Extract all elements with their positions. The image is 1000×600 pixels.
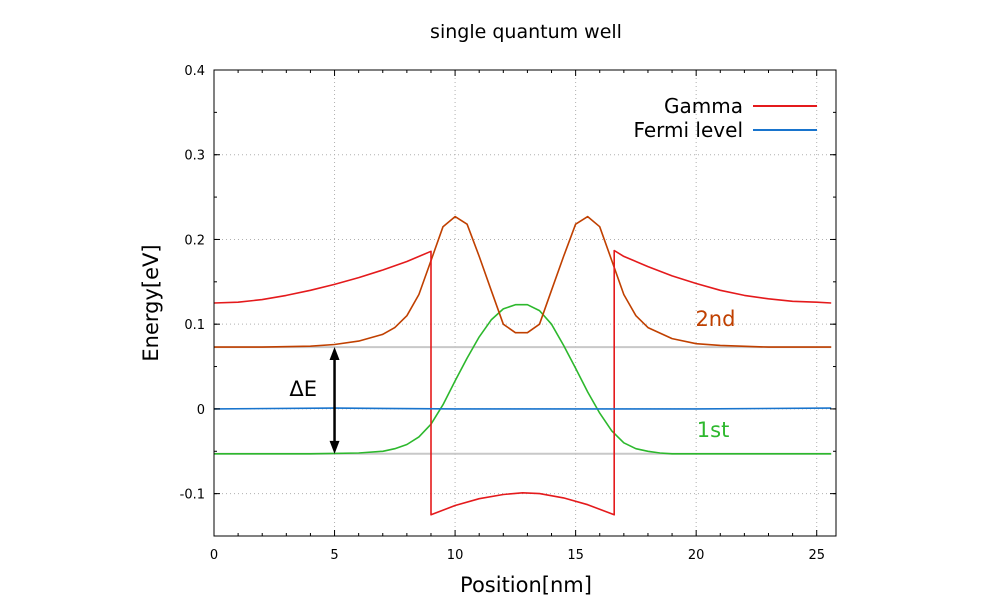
x-tick-label: 5 [330, 548, 338, 563]
delta-e-label: ΔE [289, 377, 317, 401]
x-tick-label: 25 [808, 548, 825, 563]
y-tick-label: 0.2 [184, 233, 205, 248]
series-layer [213, 215, 832, 516]
delta-e-arrowhead-bottom [329, 440, 340, 454]
ticks: 0 5 10 15 20 25 -0.1 0 0.1 0.2 0.3 0.4 [180, 64, 836, 563]
gamma-line [213, 249, 832, 516]
y-tick-label: 0.1 [184, 318, 205, 333]
fermi-level-line [213, 407, 832, 410]
y-tick-label: 0.3 [184, 149, 205, 164]
x-tick-label: 20 [688, 548, 705, 563]
chart-title: single quantum well [430, 21, 622, 43]
second-state-line [214, 215, 832, 348]
y-tick-label: -0.1 [180, 488, 205, 503]
first-state-line [214, 303, 832, 455]
legend-label: Gamma [664, 94, 743, 118]
x-tick-label: 15 [567, 548, 584, 563]
first-state-label: 1st [697, 418, 730, 442]
x-tick-label: 0 [210, 548, 218, 563]
x-axis-title: Position[nm] [460, 573, 592, 597]
y-tick-label: 0.4 [184, 64, 205, 79]
legend-label: Fermi level [633, 118, 743, 142]
second-state-label: 2nd [695, 307, 735, 331]
plot-frame [213, 69, 837, 537]
x-tick-label: 10 [447, 548, 464, 563]
y-tick-label: 0 [197, 403, 205, 418]
grid [214, 70, 836, 536]
annotations: 2nd 1st ΔE [289, 307, 735, 454]
y-axis-title: Energy[eV] [139, 244, 163, 361]
delta-e-arrowhead-top [329, 347, 340, 361]
